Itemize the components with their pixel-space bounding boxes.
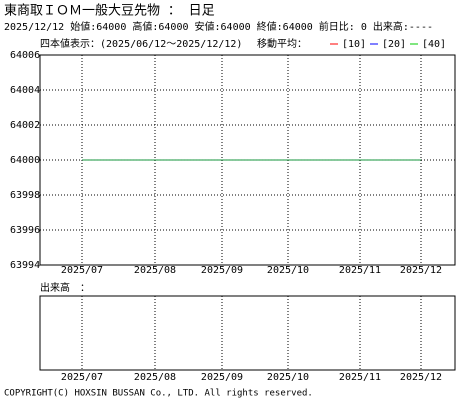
x-tick-label: 2025/08 bbox=[134, 265, 176, 276]
page-title: 東商取ＩＯＭ一般大豆先物 ： 日足 bbox=[4, 3, 215, 19]
y-tick-label: 64002 bbox=[10, 120, 40, 131]
subtitle: 四本値表示：(2025/06/12～2025/12/12) bbox=[40, 37, 242, 50]
legend-label: [40] bbox=[422, 39, 446, 50]
x-tick-label: 2025/09 bbox=[201, 265, 243, 276]
y-tick-label: 63994 bbox=[10, 260, 40, 271]
x-tick-label: 2025/12 bbox=[400, 372, 442, 383]
volume-title: 出来高 ： bbox=[40, 281, 90, 294]
legend-title: 移動平均： bbox=[257, 37, 307, 50]
quote-line: 2025/12/12 始値:64000 高値:64000 安値:64000 終値… bbox=[4, 20, 433, 33]
x-tick-label: 2025/10 bbox=[267, 265, 309, 276]
y-tick-label: 64006 bbox=[10, 50, 40, 61]
x-tick-label: 2025/07 bbox=[61, 265, 103, 276]
legend-label: [20] bbox=[382, 39, 406, 50]
x-tick-label: 2025/09 bbox=[201, 372, 243, 383]
plot-frame bbox=[39, 295, 456, 371]
x-tick-label: 2025/11 bbox=[339, 372, 381, 383]
copyright: COPYRIGHT(C) HOXSIN BUSSAN Co., LTD. All… bbox=[4, 389, 313, 399]
y-tick-label: 63998 bbox=[10, 190, 40, 201]
x-tick-label: 2025/12 bbox=[400, 265, 442, 276]
x-tick-label: 2025/07 bbox=[61, 372, 103, 383]
y-tick-label: 64000 bbox=[10, 155, 40, 166]
x-tick-label: 2025/08 bbox=[134, 372, 176, 383]
legend-label: [10] bbox=[342, 39, 366, 50]
x-tick-label: 2025/10 bbox=[267, 372, 309, 383]
y-tick-label: 63996 bbox=[10, 225, 40, 236]
y-tick-label: 64004 bbox=[10, 85, 40, 96]
x-tick-label: 2025/11 bbox=[339, 265, 381, 276]
